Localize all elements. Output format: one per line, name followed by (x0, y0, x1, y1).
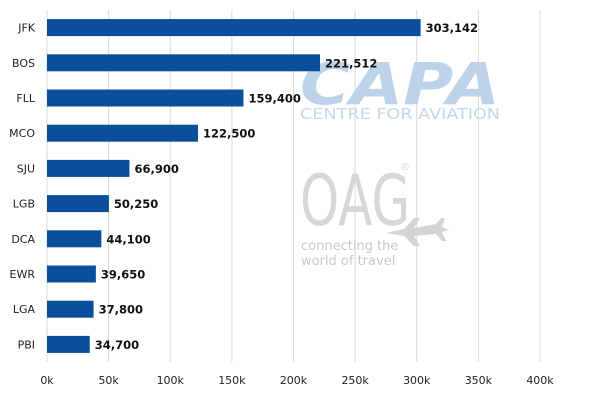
category-label-bos: BOS (12, 57, 35, 70)
data-label-lgb: 50,250 (114, 197, 158, 211)
data-label-mco: 122,500 (203, 127, 255, 141)
oag-watermark: OAG ® connecting the world of travel (300, 160, 449, 269)
capa-watermark-title: CAPA (300, 50, 500, 118)
bar-dca (47, 230, 102, 248)
oag-watermark-title: OAG (300, 160, 410, 242)
category-axis-labels: JFK BOS FLL MCO SJU LGB DCA EWR LGA PBI (9, 22, 36, 352)
data-label-ewr: 39,650 (101, 268, 145, 282)
category-label-jfk: JFK (17, 22, 36, 35)
category-label-fll: FLL (16, 92, 35, 105)
capa-watermark: CAPA CENTRE FOR AVIATION (300, 50, 500, 123)
bar-mco (47, 124, 198, 142)
category-label-lgb: LGB (13, 198, 35, 211)
x-tick-label-200k: 200k (280, 374, 308, 387)
x-tick-label-50k: 50k (98, 374, 119, 387)
x-tick-label-0k: 0k (40, 374, 54, 387)
category-label-pbi: PBI (18, 338, 35, 351)
bar-pbi (47, 335, 90, 353)
category-label-ewr: EWR (10, 268, 36, 281)
x-tick-label-150k: 150k (218, 374, 246, 387)
oag-tagline-line2: world of travel (301, 254, 395, 269)
data-label-lga: 37,800 (99, 303, 143, 317)
bar-ewr (47, 265, 96, 283)
bar-jfk (47, 19, 421, 37)
category-label-lga: LGA (13, 303, 36, 316)
data-label-fll: 159,400 (248, 92, 300, 106)
category-label-dca: DCA (11, 233, 35, 246)
category-label-mco: MCO (9, 127, 35, 140)
data-label-dca: 44,100 (106, 232, 150, 246)
data-label-sju: 66,900 (134, 162, 178, 176)
data-label-bos: 221,512 (325, 56, 377, 70)
data-label-pbi: 34,700 (95, 338, 139, 352)
bar-sju (47, 159, 130, 177)
data-label-jfk: 303,142 (426, 21, 478, 35)
x-tick-label-400k: 400k (526, 374, 554, 387)
oag-registered-mark: ® (400, 162, 410, 173)
x-tick-label-300k: 300k (403, 374, 431, 387)
bar-lgb (47, 195, 109, 213)
category-label-sju: SJU (17, 162, 35, 175)
x-tick-label-350k: 350k (465, 374, 493, 387)
x-tick-label-100k: 100k (157, 374, 185, 387)
x-axis-tick-labels: 0k 50k 100k 150k 200k 250k 300k 350k 400k (40, 374, 554, 387)
oag-tagline-line1: connecting the (301, 239, 398, 254)
airplane-icon (386, 218, 449, 246)
bar-bos (47, 54, 321, 72)
capa-watermark-subtitle: CENTRE FOR AVIATION (300, 105, 500, 123)
data-labels: 303,142 221,512 159,400 122,500 66,900 50,250… (95, 21, 478, 352)
x-tick-label-250k: 250k (341, 374, 369, 387)
bars (47, 19, 421, 353)
bar-lga (47, 300, 94, 318)
bar-fll (47, 89, 244, 107)
